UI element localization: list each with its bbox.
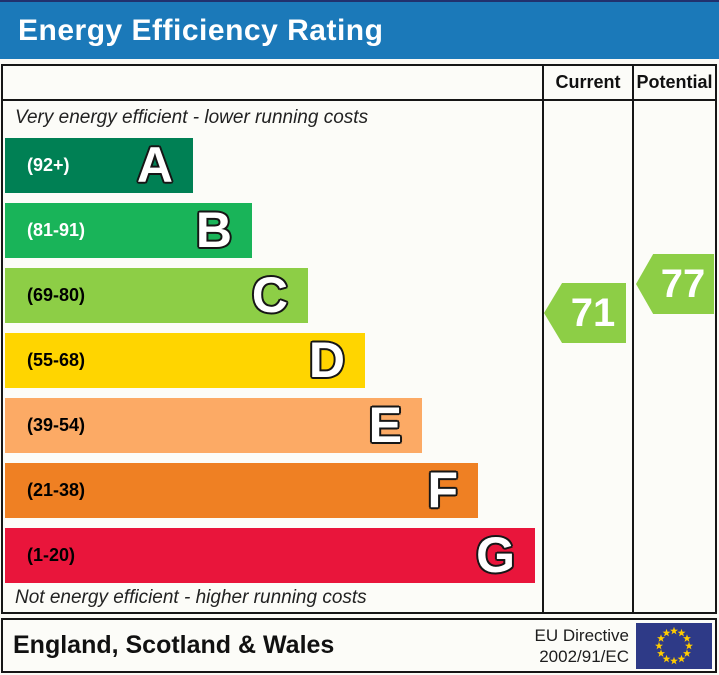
band-a: (92+) A xyxy=(5,138,193,193)
band-c: (69-80) C xyxy=(5,268,308,323)
eu-directive-line2: 2002/91/EC xyxy=(539,646,629,666)
page-title: Energy Efficiency Rating xyxy=(18,13,384,47)
band-b: (81-91) B xyxy=(5,203,252,258)
top-note: Very energy efficient - lower running co… xyxy=(15,107,369,128)
region-label: England, Scotland & Wales xyxy=(13,631,335,659)
eu-directive-line1: EU Directive xyxy=(534,625,629,645)
column-divider-current xyxy=(542,66,544,612)
band-g: (1-20) G xyxy=(5,528,535,583)
title-bar: Energy Efficiency Rating xyxy=(0,0,719,59)
band-b-letter: B xyxy=(195,202,232,258)
column-header-potential: Potential xyxy=(636,72,713,92)
potential-rating-value: 77 xyxy=(660,261,706,306)
eu-directive-label: EU Directive 2002/91/EC xyxy=(535,620,629,671)
band-g-range: (1-20) xyxy=(27,545,76,565)
band-d: (55-68) D xyxy=(5,333,365,388)
band-e-letter: E xyxy=(368,397,402,453)
column-divider-potential xyxy=(632,66,634,612)
band-b-range: (81-91) xyxy=(27,220,86,240)
band-a-letter: A xyxy=(136,137,173,193)
band-e: (39-54) E xyxy=(5,398,422,453)
band-e-range: (39-54) xyxy=(27,415,86,435)
band-a-range: (92+) xyxy=(27,155,70,175)
bottom-note: Not energy efficient - higher running co… xyxy=(15,587,367,608)
footer-bar: England, Scotland & Wales EU Directive 2… xyxy=(1,618,717,673)
band-f: (21-38) F xyxy=(5,463,478,518)
band-c-range: (69-80) xyxy=(27,285,86,305)
rating-table: Current Potential Very energy efficient … xyxy=(1,64,717,614)
potential-rating-arrow: 77 xyxy=(636,254,714,314)
band-d-range: (55-68) xyxy=(27,350,86,370)
current-rating-arrow: 71 xyxy=(544,283,626,343)
band-f-range: (21-38) xyxy=(27,480,86,500)
header-row-divider xyxy=(3,99,715,101)
column-header-current: Current xyxy=(555,72,621,92)
eu-flag-icon xyxy=(636,623,712,669)
band-d-letter: D xyxy=(308,332,345,388)
current-rating-value: 71 xyxy=(570,290,616,335)
band-g-letter: G xyxy=(476,527,515,583)
band-c-letter: C xyxy=(251,267,288,323)
band-f-letter: F xyxy=(427,462,458,518)
